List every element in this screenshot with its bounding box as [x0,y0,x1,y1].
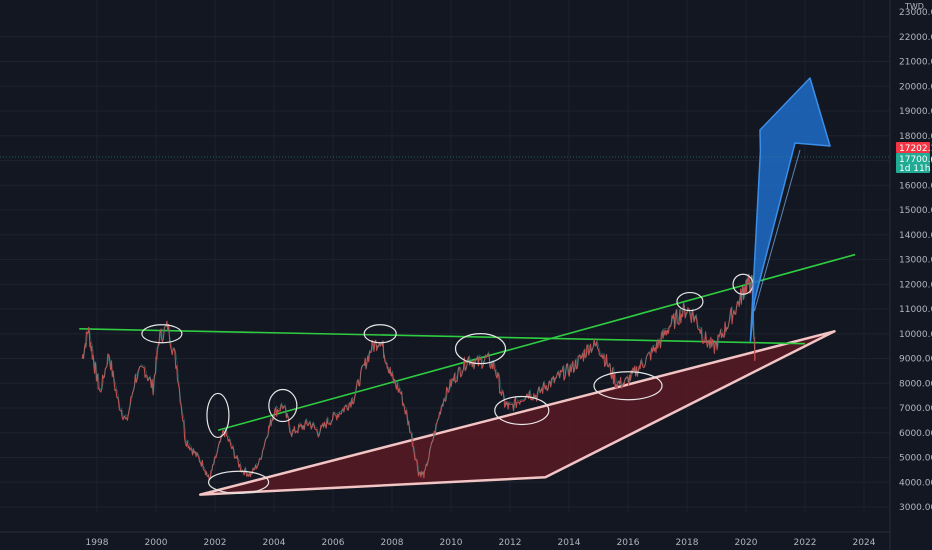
highlight-ellipse [206,392,230,439]
y-tick-label: 18000.00 [899,132,932,142]
y-tick-label: 14000.00 [899,231,932,241]
y-tick-label: 16000.00 [899,181,932,191]
price-badge-label: 1d 11h [899,164,930,174]
up-arrow [749,77,831,342]
highlight-ellipse [268,388,298,423]
price-badges: 17202.1117700.691d 11h [0,142,932,174]
y-tick-label: 19000.00 [899,107,932,117]
y-tick-label: 9000.00 [899,355,932,365]
highlight-ellipse [676,291,704,312]
y-tick-label: 5000.00 [899,454,932,464]
y-tick-label: 12000.00 [899,280,932,290]
x-tick-label: 1998 [86,538,109,548]
price-badge-label: 17700.69 [899,155,932,165]
highlight-ellipse [454,333,507,365]
y-tick-label: 10000.00 [899,330,932,340]
highlight-ellipses [141,273,754,494]
price-series [81,273,756,481]
resistance-line-flat [79,328,806,345]
highlight-ellipse [363,324,397,344]
x-tick-label: 2022 [794,538,817,548]
highlight-ellipse [494,395,550,426]
price-badge [896,163,930,173]
price-line-overlay [82,273,756,479]
y-tick-label: 7000.00 [899,404,932,414]
currency-label: TWD [904,2,924,11]
x-tick-label: 2012 [499,538,522,548]
x-tick-label: 2004 [263,538,286,548]
y-tick-label: 21000.00 [899,58,932,68]
x-tick-label: 2002 [204,538,227,548]
y-tick-label: 22000.00 [899,33,932,43]
arrow-highlight [753,149,801,312]
support-triangle [199,330,836,496]
y-tick-label: 8000.00 [899,379,932,389]
price-badge [896,153,930,164]
price-badge [896,142,930,153]
x-tick-label: 2020 [735,538,758,548]
x-tick-label: 2006 [322,538,345,548]
y-tick-label: 4000.00 [899,478,932,488]
y-tick-label: 15000.00 [899,206,932,216]
y-tick-label-top: 23000.00 [899,8,932,18]
highlight-ellipse [208,470,270,494]
x-tick-label: 2010 [440,538,463,548]
x-tick-label: 2014 [558,538,581,548]
y-tick-label: 20000.00 [899,82,932,92]
highlight-ellipse [593,371,663,401]
y-tick-label: 3000.00 [899,503,932,513]
x-tick-label: 2000 [145,538,168,548]
y-tick-label: 13000.00 [899,256,932,266]
x-tick-label: 2018 [676,538,699,548]
x-tick-label: 2008 [381,538,404,548]
price-badge-label: 17202.11 [899,144,932,154]
y-tick-label: 6000.00 [899,429,932,439]
x-tick-label: 2016 [617,538,640,548]
x-tick-label: 2024 [853,538,876,548]
arrow-body [749,77,831,342]
support-band [199,330,836,496]
highlight-ellipse [141,324,183,344]
grid [0,0,890,512]
y-tick-label: 11000.00 [899,305,932,315]
